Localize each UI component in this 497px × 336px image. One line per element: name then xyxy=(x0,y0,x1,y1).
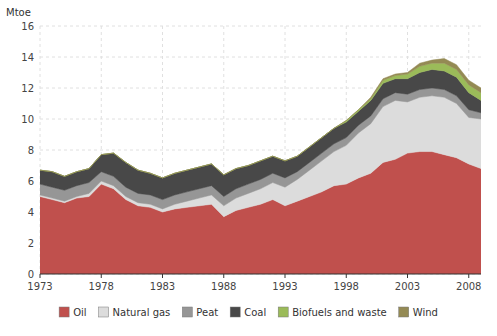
legend-item: Biofuels and waste xyxy=(278,307,387,318)
x-tick-label: 1978 xyxy=(89,281,114,292)
x-tick-label: 1988 xyxy=(211,281,236,292)
x-tick-label: 1998 xyxy=(334,281,359,292)
y-tick-label: 0 xyxy=(28,269,34,280)
area xyxy=(40,59,481,178)
legend-item: Coal xyxy=(230,307,266,318)
legend: Oil Natural gas Peat Coal Biofuels and waste… xyxy=(59,307,438,318)
x-tick-label: 2003 xyxy=(395,281,420,292)
x-tick-label: 2008 xyxy=(456,281,481,292)
y-tick-label: 4 xyxy=(28,207,34,218)
x-axis: 1973 1978 1983 1988 1993 1998 2003 2008 xyxy=(27,274,481,292)
legend-label: Wind xyxy=(413,307,438,318)
y-tick-label: 16 xyxy=(21,21,34,32)
grid xyxy=(40,26,481,274)
legend-swatch xyxy=(230,307,240,317)
y-tick-label: 12 xyxy=(21,83,34,94)
areas xyxy=(40,59,481,274)
x-tick xyxy=(101,274,102,278)
x-axis-line xyxy=(40,274,481,275)
x-tick xyxy=(346,274,347,278)
y-tick-label: 14 xyxy=(21,52,34,63)
y-tick-label: 6 xyxy=(28,176,34,187)
legend-label: Oil xyxy=(73,307,86,318)
x-tick-label: 1993 xyxy=(272,281,297,292)
legend-item: Oil xyxy=(59,307,86,318)
legend-item: Peat xyxy=(182,307,218,318)
y-tick-label: 10 xyxy=(21,114,34,125)
y-axis-label: Mtoe xyxy=(6,7,31,18)
legend-label: Peat xyxy=(196,307,218,318)
x-tick xyxy=(223,274,224,278)
grid-line-y xyxy=(40,57,481,58)
area xyxy=(40,69,481,199)
legend-item: Wind xyxy=(399,307,438,318)
x-tick-label: 1973 xyxy=(27,281,52,292)
legend-label: Natural gas xyxy=(113,307,171,318)
grid-line-y xyxy=(40,274,481,275)
area xyxy=(40,88,481,209)
legend-swatch xyxy=(182,307,192,317)
x-tick-label: 1983 xyxy=(150,281,175,292)
y-axis: 0 2 4 6 8 10 12 14 16 xyxy=(21,21,34,280)
legend-item: Natural gas xyxy=(99,307,171,318)
legend-swatch xyxy=(399,307,409,317)
y-tick-label: 8 xyxy=(28,145,34,156)
legend-swatch xyxy=(99,307,109,317)
legend-label: Coal xyxy=(244,307,266,318)
legend-swatch xyxy=(278,307,288,317)
chart: 1973 1978 1983 1988 1993 1998 2003 2008 0 2 4 6 8 10 1… xyxy=(0,0,497,336)
x-tick xyxy=(468,274,469,278)
legend-label: Biofuels and waste xyxy=(292,307,387,318)
grid-line-y xyxy=(40,26,481,27)
legend-swatch xyxy=(59,307,69,317)
x-tick xyxy=(285,274,286,278)
x-tick xyxy=(407,274,408,278)
x-tick xyxy=(40,274,41,278)
x-tick xyxy=(162,274,163,278)
y-tick-label: 2 xyxy=(28,238,34,249)
